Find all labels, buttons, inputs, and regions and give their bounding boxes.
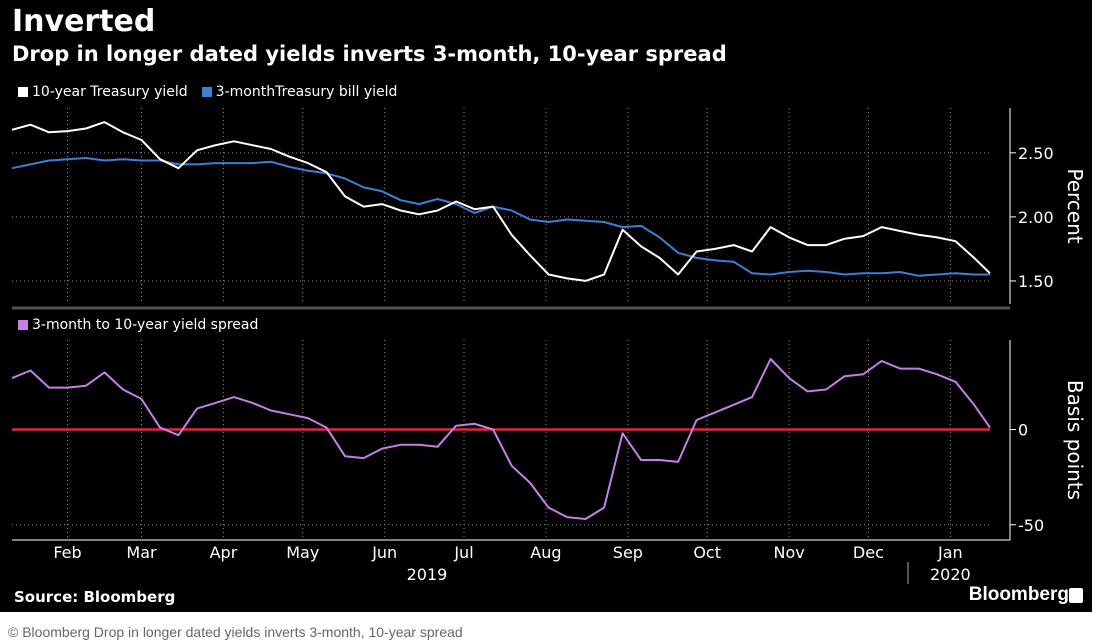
xtick-label-3: May [286,543,319,562]
series-line-spread [11,358,991,520]
xtick-label-8: Oct [693,543,721,562]
legend-label-3m: 3-monthTreasury bill yield [215,84,398,100]
legend-spread: 3-month to 10-year yield spread [18,317,272,333]
ytick-label-yields-0: 1.50 [1018,272,1054,291]
xtick-label-0: Feb [53,543,81,562]
legend-label-spread: 3-month to 10-year yield spread [32,317,259,333]
ytick-label-spread-0: -50 [1018,516,1044,535]
legend-item-3m: 3-monthTreasury bill yield [201,84,398,100]
legend-swatch-10y [18,87,28,97]
xtick-label-4: Jun [371,543,397,562]
xtick-label-9: Nov [773,543,804,562]
xtick-label-7: Sep [613,543,643,562]
legend-swatch-3m [201,87,212,97]
ytick-label-yields-1: 2.00 [1018,208,1054,227]
axis-label-spread: Basis points [1063,380,1087,500]
xtick-label-2: Apr [210,543,238,562]
year-label-2020: 2020 [930,565,971,584]
xtick-label-6: Aug [530,543,561,562]
xtick-label-11: Jan [937,543,963,562]
legend-item-spread: 3-month to 10-year yield spread [18,317,258,333]
brand-label: Bloomberg [968,584,1069,605]
xtick-label-5: Jul [453,543,473,562]
bloomberg-logo-icon [1069,588,1083,603]
ytick-label-spread-1: 0 [1018,421,1028,440]
chart-panel [0,0,1092,612]
legend-label-10y: 10-year Treasury yield [32,84,188,100]
chart-svg: 1.50 2.00 2.50 Percent -50 0 Basis points Feb Ma… [11,108,1087,584]
legend-item-10y: 10-year Treasury yield [18,84,188,100]
xtick-label-10: Dec [853,543,884,562]
legend-swatch-spread [18,320,28,330]
page-title: Inverted [12,4,156,39]
series-line-3-month-bill [11,157,990,277]
series-line-10-year [11,121,991,282]
axis-label-yields: Percent [1063,168,1087,243]
source-label: Source: Bloomberg [14,588,176,606]
year-label-2019: 2019 [407,565,448,584]
xtick-label-1: Mar [126,543,157,562]
legend-yields: 10-year Treasury yield 3-monthTreasury b… [18,84,411,100]
ytick-label-yields-2: 2.50 [1018,144,1054,163]
caption: © Bloomberg Drop in longer dated yields … [8,624,463,640]
page-subtitle: Drop in longer dated yields inverts 3-mo… [12,42,727,66]
